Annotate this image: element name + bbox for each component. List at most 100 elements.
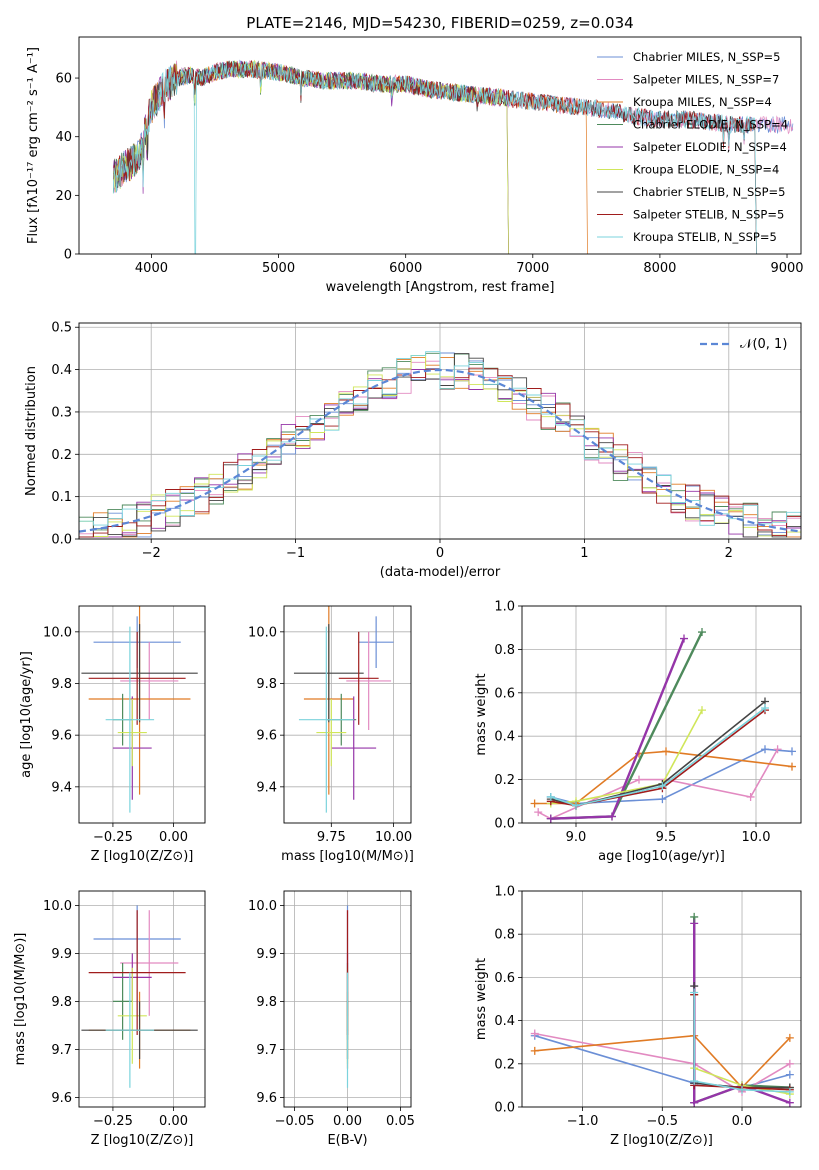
weight-vs-metallicity-panel: −1.0 −0.5 0.0 0.0 0.2 0.4 0.6 0.8 1.0 Z [log10(Z/… — [474, 885, 802, 1148]
weight-marker — [546, 792, 555, 801]
y-tick-label: 9.8 — [256, 995, 277, 1010]
spectrum-line — [112, 60, 757, 254]
weight-marker — [773, 745, 782, 754]
legend-label: Kroupa MILES, N_SSP=4 — [633, 95, 772, 109]
legend-label: Kroupa ELODIE, N_SSP=4 — [633, 163, 779, 177]
spectrum-line — [112, 60, 588, 254]
y-tick-label: 9.8 — [256, 677, 277, 692]
y-tick-label: 10.0 — [43, 625, 72, 640]
weight-marker — [788, 762, 796, 771]
age-vs-metallicity-panel: −0.25 0.00 9.4 9.6 9.8 10.0 Z [log10(Z/Z⊙)] age… — [19, 605, 206, 864]
weight-marker — [534, 808, 543, 817]
axes-frame — [78, 890, 206, 1108]
x-axis-label: Z [log10(Z/Z⊙)] — [91, 849, 194, 864]
y-tick-label: 20 — [55, 189, 72, 204]
weight-marker — [698, 706, 706, 715]
spectrum-line — [113, 60, 757, 254]
axes-frame — [78, 36, 802, 255]
x-tick-label: 9000 — [770, 261, 803, 276]
weight-marker — [690, 1077, 699, 1086]
weight-marker — [658, 795, 667, 804]
weight-marker — [530, 1029, 539, 1038]
axes-frame — [283, 605, 412, 824]
y-tick-label: 1.0 — [494, 600, 515, 615]
y-tick-label: 9.4 — [51, 780, 72, 795]
weight-line — [550, 638, 686, 820]
x-tick-label: 9.0 — [566, 830, 587, 845]
age-vs-mass-panel: 9.75 10.00 9.4 9.6 9.8 10.0 mass [log10(M/M⊙)] — [248, 605, 414, 864]
x-tick-label: 10.00 — [375, 830, 412, 845]
weight-marker — [785, 1098, 794, 1107]
y-tick-label: 0.0 — [51, 533, 72, 548]
weight-marker — [680, 634, 688, 643]
y-tick-label: 0.4 — [494, 1014, 515, 1029]
y-tick-label: 9.6 — [256, 729, 277, 744]
legend-label: Salpeter ELODIE, N_SSP=4 — [633, 140, 787, 154]
x-axis-label: mass [log10(M/M⊙)] — [281, 849, 414, 864]
y-tick-label: 9.4 — [256, 780, 277, 795]
x-tick-label: 4000 — [135, 261, 168, 276]
y-tick-label: 60 — [55, 72, 72, 87]
weight-marker — [746, 792, 755, 801]
weight-marker — [530, 799, 539, 808]
weight-marker — [698, 628, 706, 637]
x-axis-label: age [log10(age/yr)] — [598, 849, 725, 864]
residual-histogram-panel: −2 −1 0 1 2 0.0 0.1 0.2 0.3 0.4 0.5 (data-model)/er… — [24, 321, 802, 580]
y-tick-label: 0.4 — [51, 363, 72, 378]
x-axis-label: E(B-V) — [327, 1133, 367, 1148]
y-tick-label: 0 — [64, 248, 72, 263]
weight-marker — [635, 775, 643, 784]
y-tick-label: 10.0 — [43, 899, 72, 914]
x-tick-label: 6000 — [389, 261, 422, 276]
x-tick-label: 0.05 — [386, 1114, 415, 1129]
legend-label: Chabrier MILES, N_SSP=5 — [633, 50, 780, 64]
weight-marker — [572, 801, 580, 810]
y-axis-label: mass weight — [474, 958, 489, 1040]
weight-marker — [785, 1070, 794, 1079]
weight-vs-age-panel: 9.0 9.5 10.0 0.0 0.2 0.4 0.6 0.8 1.0 age [log10(a… — [474, 600, 802, 864]
y-tick-label: 0.1 — [51, 490, 72, 505]
legend-label: Salpeter STELIB, N_SSP=5 — [633, 208, 784, 222]
weight-line — [550, 709, 766, 807]
y-tick-label: 0.6 — [494, 686, 515, 701]
x-tick-label: 10.0 — [742, 830, 771, 845]
x-tick-label: 0 — [436, 546, 444, 561]
x-tick-label: −0.5 — [647, 1114, 679, 1129]
weight-marker — [761, 703, 769, 712]
weight-marker — [658, 782, 667, 791]
x-tick-label: 7000 — [516, 261, 549, 276]
y-tick-label: 10.0 — [248, 625, 277, 640]
y-tick-label: 1.0 — [494, 885, 515, 900]
weight-marker — [690, 1098, 699, 1107]
weight-marker — [608, 812, 616, 821]
weight-marker — [662, 747, 670, 756]
weight-marker — [761, 745, 769, 754]
y-tick-label: 0.2 — [494, 773, 515, 788]
y-tick-label: 10.0 — [248, 899, 277, 914]
weight-line — [550, 700, 766, 807]
legend-label: 𝒩(0, 1) — [740, 337, 787, 352]
figure-title: PLATE=2146, MJD=54230, FIBERID=0259, z=0… — [246, 14, 633, 32]
x-tick-label: −1.0 — [567, 1114, 599, 1129]
weight-marker — [785, 1087, 794, 1096]
x-tick-label: −0.25 — [93, 1114, 133, 1129]
x-tick-label: 1 — [580, 546, 588, 561]
y-axis-label: Normed distribution — [24, 366, 39, 496]
weight-marker — [690, 919, 699, 928]
normal-curve — [78, 368, 802, 533]
weight-line — [534, 750, 793, 805]
y-tick-label: 9.9 — [256, 947, 277, 962]
weight-marker — [785, 1033, 794, 1042]
x-tick-label: −1 — [286, 546, 305, 561]
x-tick-label: 0.0 — [732, 1114, 753, 1129]
y-axis-label: mass weight — [474, 673, 489, 755]
x-tick-label: 2 — [725, 546, 733, 561]
y-tick-label: 0.2 — [494, 1057, 515, 1072]
y-axis-label: mass [log10(M/M⊙)] — [13, 933, 28, 1066]
y-tick-label: 9.8 — [51, 677, 72, 692]
y-tick-label: 0.0 — [494, 1101, 515, 1116]
y-tick-label: 0.8 — [494, 643, 515, 658]
axes-frame — [521, 890, 802, 1108]
x-tick-label: −0.25 — [93, 830, 133, 845]
